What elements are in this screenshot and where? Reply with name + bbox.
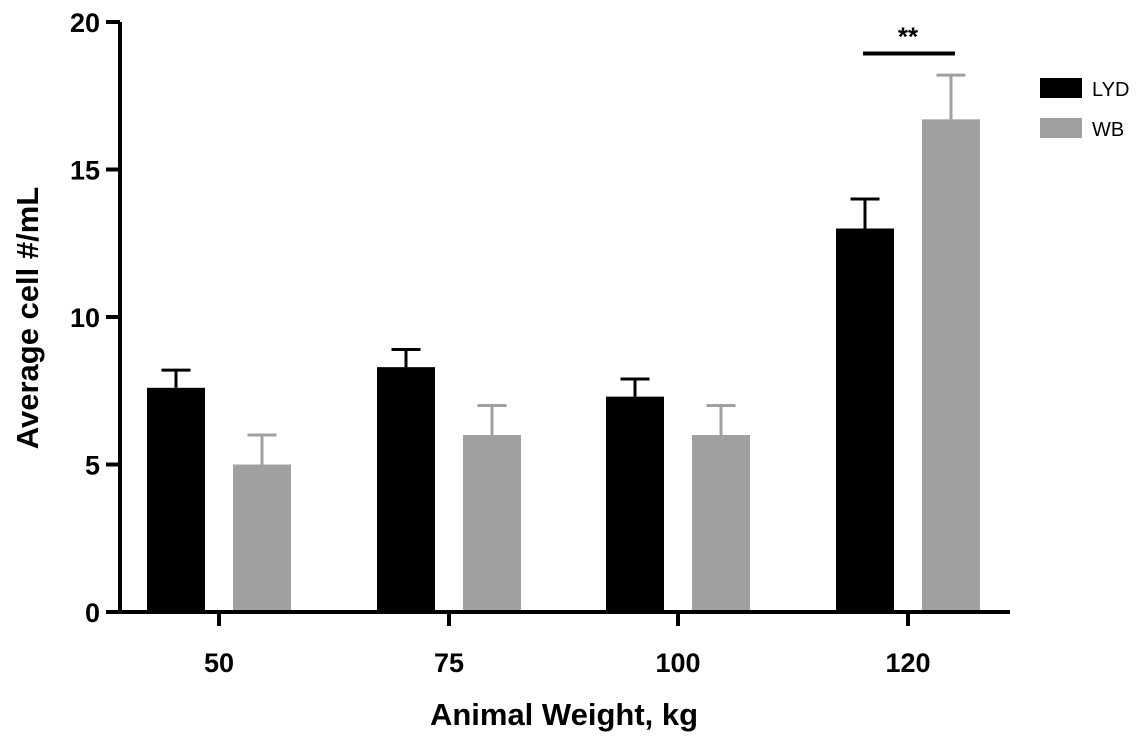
legend-label-wb: WB [1092, 119, 1124, 141]
y-axis-title: Average cell #/mL [10, 187, 45, 450]
bar-lyd-75 [377, 367, 435, 612]
y-tick-label: 0 [85, 598, 100, 628]
bar-wb-75 [463, 435, 521, 612]
x-ticks: 50 75 100 120 [204, 612, 931, 678]
legend-swatch-lyd [1040, 78, 1082, 98]
bar-wb-100 [692, 435, 750, 612]
y-tick-label: 20 [70, 8, 100, 38]
annotations: ** [863, 22, 955, 56]
bar-wb-120 [922, 119, 980, 612]
legend: LYD WB [1040, 78, 1129, 141]
x-tick-label-50: 50 [204, 648, 234, 678]
bar-lyd-100 [606, 396, 664, 612]
x-tick-label-100: 100 [655, 648, 700, 678]
y-tick-label: 5 [85, 451, 100, 481]
x-tick-label-120: 120 [885, 648, 930, 678]
bars-layer [147, 119, 980, 612]
bar-lyd-50 [147, 387, 205, 612]
legend-label-lyd: LYD [1092, 79, 1129, 101]
y-ticks: 0 5 10 15 20 [70, 8, 120, 628]
x-tick-label-75: 75 [434, 648, 464, 678]
bar-lyd-120 [836, 228, 894, 612]
legend-swatch-wb [1040, 118, 1082, 138]
y-tick-label: 10 [70, 303, 100, 333]
y-tick-label: 15 [70, 156, 100, 186]
significance-label: ** [898, 22, 919, 52]
errorbars-layer [161, 73, 966, 465]
bar-wb-50 [233, 464, 291, 612]
x-axis-title: Animal Weight, kg [430, 697, 698, 732]
